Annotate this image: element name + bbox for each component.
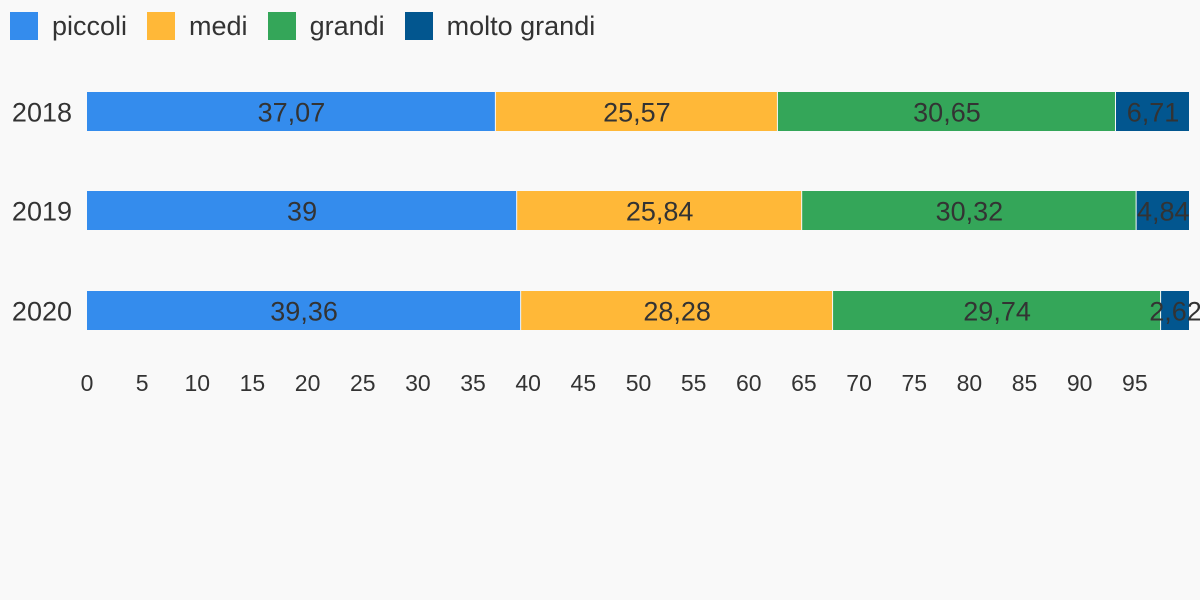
legend-item-1: medi xyxy=(147,8,248,44)
data-label: 25,57 xyxy=(603,98,671,128)
x-tick-label: 65 xyxy=(791,370,817,396)
legend-label: molto grandi xyxy=(446,11,596,41)
data-label: 4,84 xyxy=(1137,197,1190,227)
x-tick-label: 45 xyxy=(571,370,597,396)
x-tick-label: 75 xyxy=(901,370,927,396)
data-label: 6,71 xyxy=(1127,98,1180,128)
data-label: 2,62 xyxy=(1149,297,1200,327)
data-label: 37,07 xyxy=(258,98,326,128)
data-label: 29,74 xyxy=(963,297,1031,327)
legend-label: piccoli xyxy=(52,11,128,41)
x-tick-label: 80 xyxy=(957,370,983,396)
bar-segment xyxy=(777,92,1115,131)
legend-swatch xyxy=(10,12,38,40)
chart-legend: piccoli medi grandi molto grandi xyxy=(10,8,615,44)
bar-segment xyxy=(521,291,833,330)
data-label: 28,28 xyxy=(643,297,711,327)
category-label-2019: 2019 xyxy=(12,197,72,227)
x-tick-label: 25 xyxy=(350,370,376,396)
data-label: 25,84 xyxy=(626,197,694,227)
data-label: 30,65 xyxy=(913,98,981,128)
legend-item-3: molto grandi xyxy=(404,8,596,44)
bar-segment xyxy=(833,291,1161,330)
bar-segment xyxy=(517,191,802,230)
legend-label: medi xyxy=(189,11,248,41)
bar-segment xyxy=(802,191,1136,230)
category-label-2020: 2020 xyxy=(12,297,72,327)
data-label: 39 xyxy=(287,197,317,227)
data-label: 30,32 xyxy=(936,197,1004,227)
bar-segment xyxy=(87,191,517,230)
x-tick-label: 60 xyxy=(736,370,762,396)
x-tick-label: 30 xyxy=(405,370,431,396)
bar-segment xyxy=(495,92,777,131)
legend-swatch xyxy=(404,12,433,40)
x-tick-label: 40 xyxy=(515,370,541,396)
legend-item-2: grandi xyxy=(267,8,385,44)
x-tick-label: 35 xyxy=(460,370,486,396)
legend-swatch xyxy=(267,12,296,40)
bar-segment xyxy=(87,92,495,131)
legend-swatch xyxy=(147,12,176,40)
x-tick-label: 10 xyxy=(185,370,211,396)
bar-segment xyxy=(1136,191,1189,230)
x-tick-label: 85 xyxy=(1012,370,1038,396)
x-tick-label: 55 xyxy=(681,370,707,396)
category-label-2018: 2018 xyxy=(12,98,72,128)
x-tick-label: 90 xyxy=(1067,370,1093,396)
legend-label: grandi xyxy=(309,11,385,41)
data-label: 39,36 xyxy=(270,297,338,327)
legend-item-0: piccoli xyxy=(10,8,127,44)
x-tick-label: 95 xyxy=(1122,370,1148,396)
bar-segment xyxy=(1115,92,1189,131)
bar-segment xyxy=(1161,291,1189,330)
x-tick-label: 50 xyxy=(626,370,652,396)
bar-segment xyxy=(87,291,521,330)
x-tick-label: 20 xyxy=(295,370,321,396)
x-tick-label: 5 xyxy=(136,370,149,396)
x-tick-label: 70 xyxy=(846,370,872,396)
x-tick-label: 0 xyxy=(81,370,94,396)
x-tick-label: 15 xyxy=(240,370,266,396)
